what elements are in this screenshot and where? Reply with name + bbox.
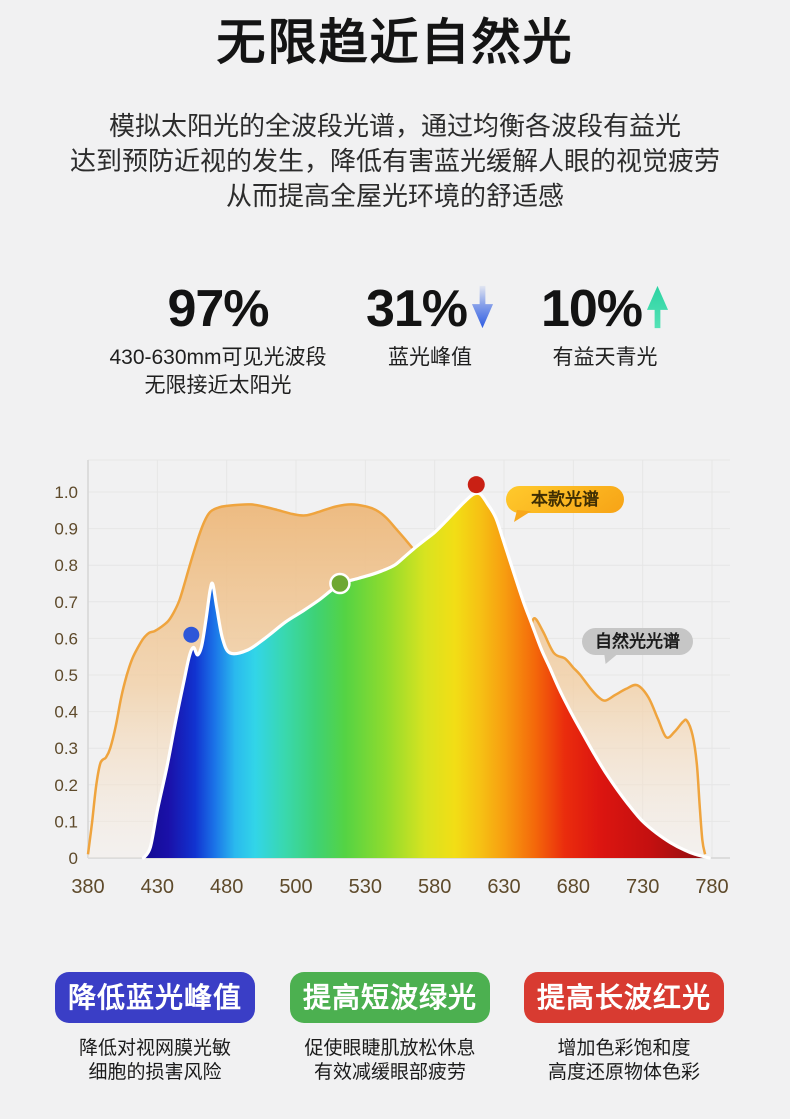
spectrum-chart: 0 0.1 0.2 0.3 0.4 0.5 0.6 0.7 0.8 0.9 1.0 380 430 480… [54, 459, 730, 898]
x-axis-tick-label: 430 [141, 876, 174, 898]
benefit-2: 提高短波绿光促使眼睫肌放松休息 有效减缓眼部疲劳 [265, 972, 515, 1085]
subtitle: 模拟太阳光的全波段光谱，通过均衡各波段有益光 达到预防近视的发生，降低有害蓝光缓… [0, 109, 790, 214]
product-spectrum-fill [143, 493, 710, 858]
stats-row: 97% 430-630mm可见光波段 无限接近太阳光 31% 蓝光峰值 10% 有益天青光 [0, 283, 790, 413]
product-spectrum-label-bubble: 本款光谱 [506, 486, 624, 513]
x-axis-tick-label: 530 [349, 876, 382, 898]
data-point-marker [329, 572, 351, 595]
benefit-badge: 提高短波绿光 [289, 972, 490, 1023]
y-axis-tick-label: 0.6 [54, 629, 78, 648]
data-point-marker [467, 476, 485, 494]
natural-light-curve [86, 503, 707, 855]
x-axis-tick-label: 500 [279, 876, 312, 898]
benefit-1: 降低蓝光峰值降低对视网膜光敏 细胞的损害风险 [30, 972, 280, 1085]
x-axis-tick-label: 730 [626, 876, 659, 898]
x-axis-tick-label: 680 [557, 876, 590, 898]
subtitle-line-3: 从而提高全屋光环境的舒适感 [225, 181, 564, 211]
stat-value: 10% [540, 280, 643, 338]
y-axis-tick-label: 0.9 [54, 520, 78, 539]
x-axis-tick-label: 380 [71, 876, 104, 898]
y-axis-tick-label: 0.7 [54, 593, 78, 612]
arrow-up-icon [646, 285, 669, 329]
stat-1: 97% 430-630mm可见光波段 无限接近太阳光 [58, 283, 378, 400]
page-title: 无限趋近自然光 [216, 16, 574, 70]
y-axis-tick-label: 0.1 [54, 812, 78, 831]
stat-value: 31% [365, 280, 468, 338]
stat-3: 10% 有益天青光 [500, 283, 710, 372]
arrow-down-icon [471, 285, 494, 329]
subtitle-line-1: 模拟太阳光的全波段光谱，通过均衡各波段有益光 [108, 111, 681, 141]
x-axis-tick-label: 780 [695, 876, 728, 898]
product-spectrum-curve [141, 491, 711, 860]
stat-label: 蓝光峰值 [388, 346, 472, 369]
y-axis-tick-label: 0.2 [54, 776, 78, 795]
y-axis-tick-label: 0.5 [54, 666, 78, 685]
x-axis-tick-label: 580 [418, 876, 451, 898]
benefit-description: 增加色彩饱和度 高度还原物体色彩 [547, 1038, 700, 1083]
data-point-marker [183, 626, 200, 643]
stat-label: 有益天青光 [552, 346, 658, 369]
natural-light-label-bubble: 自然光光谱 [582, 628, 693, 655]
y-axis-tick-label: 0 [69, 849, 78, 868]
benefit-description: 降低对视网膜光敏 细胞的损害风险 [78, 1038, 231, 1083]
benefits-row: 降低蓝光峰值 降低对视网膜光敏 细胞的损害风险 提高短波绿光 促使眼睫肌放松休息 有效减缓… [0, 972, 790, 1102]
stat-value: 97% [167, 280, 269, 338]
y-axis-tick-label: 0.3 [54, 739, 78, 758]
stat-2: 31% 蓝光峰值 [325, 283, 535, 372]
benefit-3: 提高长波红光增加色彩饱和度 高度还原物体色彩 [499, 972, 749, 1085]
y-axis-tick-label: 1.0 [54, 483, 78, 502]
y-axis-tick-label: 0.4 [54, 703, 78, 722]
y-axis-tick-label: 0.8 [54, 556, 78, 575]
subtitle-line-2: 达到预防近视的发生，降低有害蓝光缓解人眼的视觉疲劳 [69, 146, 720, 176]
benefit-badge: 降低蓝光峰值 [54, 972, 255, 1023]
benefit-badge: 提高长波红光 [523, 972, 724, 1023]
stat-label: 430-630mm可见光波段 无限接近太阳光 [109, 346, 327, 397]
benefit-description: 促使眼睫肌放松休息 有效减缓眼部疲劳 [304, 1038, 476, 1083]
x-axis-tick-label: 630 [487, 876, 520, 898]
x-axis-tick-label: 480 [210, 876, 243, 898]
